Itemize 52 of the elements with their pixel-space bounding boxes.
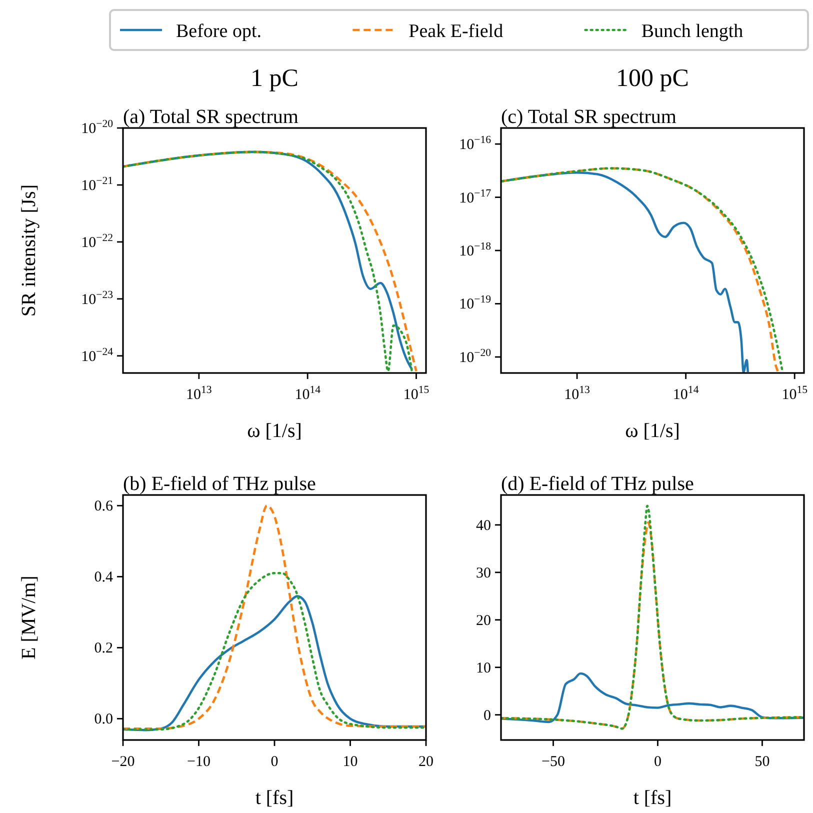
legend-label: Before opt. <box>176 21 262 42</box>
x-tick-label: 50 <box>754 754 770 770</box>
y-tick-label: 10$^{−20}$ <box>81 118 113 137</box>
x-tick-label: 0 <box>270 754 278 770</box>
legend-label: Peak E-field <box>408 21 504 42</box>
x-tick-label: 10$^{14}$ <box>294 384 322 403</box>
y-tick-label: 0.4 <box>94 570 114 586</box>
x-tick-label: 10 <box>342 754 358 770</box>
y-tick-label: 0.6 <box>94 498 114 515</box>
x-tick-label: 10$^{15}$ <box>782 384 808 403</box>
y-tick-label: 40 <box>476 518 491 534</box>
x-tick-label: −10 <box>187 754 210 770</box>
y-tick-label: 20 <box>476 612 491 629</box>
chart-subtitle: (a) Total SR spectrum <box>123 106 299 128</box>
y-tick-label: 10$^{−18}$ <box>459 240 491 260</box>
chart-title: (b) E-field of THz pulse <box>123 473 316 495</box>
x-axis-title: t [fs] <box>633 787 672 809</box>
chart-title: (d) E-field of THz pulse <box>501 473 694 495</box>
chart-title: 100 pC <box>616 65 689 92</box>
x-tick-label: 10$^{15}$ <box>403 384 430 403</box>
y-tick-label: 10$^{−21}$ <box>81 174 113 194</box>
x-tick-label: 10$^{13}$ <box>564 384 590 403</box>
y-tick-label: 10$^{−24}$ <box>81 346 114 365</box>
y-axis-title: SR intensity [Js] <box>18 184 40 317</box>
y-tick-label: 10$^{−22}$ <box>81 232 113 251</box>
x-tick-label: −20 <box>111 754 135 770</box>
y-tick-label: 10$^{−23}$ <box>81 288 113 308</box>
chart-subtitle: (c) Total SR spectrum <box>501 106 677 128</box>
line-series <box>123 595 426 732</box>
x-tick-label: 10$^{14}$ <box>672 384 700 403</box>
y-tick-label: 10$^{−16}$ <box>459 134 492 154</box>
y-tick-label: 30 <box>476 565 491 582</box>
y-tick-label: 10$^{−20}$ <box>459 346 491 366</box>
x-tick-label: 20 <box>418 754 434 770</box>
y-tick-label: 0 <box>484 708 491 724</box>
x-tick-label: 0 <box>654 754 662 770</box>
x-axis-title: ω [1/s] <box>247 420 302 442</box>
y-tick-label: 0.0 <box>94 712 113 728</box>
x-axis-title: t [fs] <box>255 787 294 809</box>
y-tick-label: 10$^{−17}$ <box>459 187 492 206</box>
y-axis-title: E [MV/m] <box>18 576 40 660</box>
y-tick-label: 10$^{−19}$ <box>459 294 491 313</box>
x-axis-title: ω [1/s] <box>625 420 680 442</box>
x-tick-label: 10$^{13}$ <box>186 384 212 403</box>
y-tick-label: 10 <box>476 660 491 676</box>
chart-title: 1 pC <box>250 65 298 92</box>
legend-label: Bunch length <box>641 21 744 42</box>
y-tick-label: 0.2 <box>94 640 113 657</box>
line-series <box>501 672 804 724</box>
x-tick-label: −50 <box>542 754 565 770</box>
line-series <box>123 504 426 730</box>
line-series <box>123 572 426 730</box>
